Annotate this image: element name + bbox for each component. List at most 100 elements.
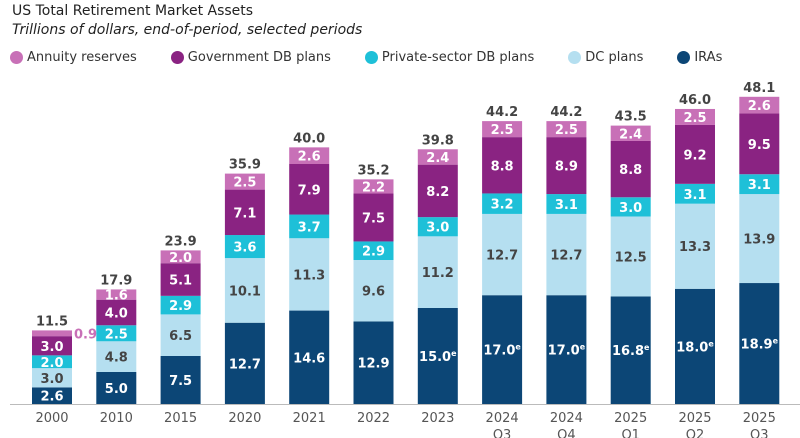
data-label: 15.0e (419, 349, 457, 365)
data-label: 3.2 (491, 198, 514, 213)
bar-segment-private-sector-db-plans (610, 197, 651, 217)
bar-segment-private-sector-db-plans (417, 217, 458, 237)
data-label: 18.9e (741, 337, 779, 353)
data-label: 2.4 (619, 127, 642, 142)
bar-segment-dc-plans (675, 203, 715, 289)
total-label: 44.2 (550, 105, 582, 120)
data-label: 2.0 (169, 251, 192, 266)
bar-segment-government-db-plans (739, 113, 780, 175)
legend-item: DC plans (568, 50, 643, 65)
data-label: 8.8 (491, 159, 514, 174)
estimate-marker: e (708, 339, 714, 348)
data-label: 12.7 (550, 249, 582, 264)
bar-segment-private-sector-db-plans (739, 174, 780, 195)
x-tick-label: Q1 (621, 428, 640, 438)
data-label: 2.6 (748, 99, 771, 114)
x-tick-label: 2022 (357, 411, 390, 426)
bar-segment-annuity-reserves (289, 147, 330, 164)
data-label: 7.9 (298, 183, 321, 198)
x-tick-label: 2025 (614, 411, 647, 426)
x-tick-label: 2010 (100, 411, 133, 426)
data-label: 3.0 (619, 201, 642, 216)
bar-segment-iras (160, 356, 201, 404)
legend-swatch (10, 51, 23, 64)
bar-segment-government-db-plans (482, 137, 523, 194)
legend-swatch (364, 51, 378, 64)
data-label: 2.6 (298, 150, 321, 165)
bar-segment-iras (417, 308, 458, 404)
total-label: 44.2 (486, 105, 518, 120)
data-label: 2.6 (40, 390, 63, 405)
legend-label: DC plans (585, 50, 644, 65)
data-label: 1.6 (105, 289, 128, 304)
total-label: 43.5 (615, 110, 647, 125)
x-tick-label: 2024 (486, 411, 519, 426)
x-tick-label: 2024 (550, 411, 583, 426)
x-tick-label: 2025 (678, 411, 711, 426)
bar-segment-private-sector-db-plans (353, 241, 394, 260)
total-label: 11.5 (36, 314, 68, 329)
bar-segment-government-db-plans (675, 124, 715, 184)
bar-segment-private-sector-db-plans (224, 235, 265, 259)
x-tick-label: 2021 (293, 411, 326, 426)
bar-segment-iras (546, 295, 587, 404)
data-label: 5.0 (105, 382, 128, 397)
estimate-marker: e (451, 349, 457, 358)
bar-segment-annuity-reserves (224, 173, 265, 190)
data-label: 3.1 (555, 198, 578, 213)
data-label: 9.6 (362, 285, 385, 300)
data-label: 7.5 (169, 374, 192, 389)
bar-segment-private-sector-db-plans (546, 194, 587, 214)
data-label: 3.7 (298, 220, 321, 235)
bar-segment-dc-plans (739, 194, 780, 284)
x-tick-label: Q3 (750, 428, 769, 438)
data-label: 17.0e (483, 343, 521, 359)
legend-swatch (170, 51, 184, 64)
estimate-marker: e (644, 343, 650, 352)
data-label: 13.9 (743, 233, 775, 248)
data-label: 9.2 (683, 148, 706, 163)
x-tick-label: Q3 (493, 428, 512, 438)
data-label: 17.0e (548, 343, 586, 359)
data-label: 5.1 (169, 274, 192, 289)
total-label: 39.8 (422, 133, 454, 148)
x-tick-label: 2025 (743, 411, 776, 426)
data-label: 12.5 (615, 250, 647, 265)
data-label: 4.0 (105, 306, 128, 321)
bar-segment-iras (289, 310, 330, 404)
bar-segment-government-db-plans (160, 263, 201, 296)
data-label: 2.5 (491, 123, 514, 138)
bar-segment-annuity-reserves (739, 96, 780, 114)
data-label: 4.8 (105, 351, 128, 366)
data-label: 8.8 (619, 163, 642, 178)
data-label: 18.0e (676, 339, 714, 355)
data-label: 7.1 (233, 206, 256, 221)
data-label: 3.0 (40, 372, 63, 387)
data-label: 11.3 (293, 268, 325, 283)
estimate-marker: e (580, 343, 586, 352)
bar-segment-annuity-reserves (32, 330, 72, 337)
data-label: 3.1 (748, 178, 771, 193)
bar-segment-government-db-plans (546, 137, 587, 195)
data-label: 6.5 (169, 329, 192, 344)
bar-segment-government-db-plans (417, 164, 458, 218)
x-tick-label: 2020 (228, 411, 261, 426)
legend-item: Annuity reserves (10, 50, 137, 65)
data-label: 7.5 (362, 211, 385, 226)
data-label: 2.0 (40, 356, 63, 371)
data-label: 12.7 (229, 357, 261, 372)
total-label: 35.2 (357, 163, 389, 178)
data-label: 2.9 (362, 245, 385, 260)
chart-title: US Total Retirement Market Assets (12, 3, 254, 19)
bar-segment-dc-plans (546, 213, 587, 296)
x-tick-label: 2023 (421, 411, 454, 426)
data-label: 12.9 (357, 357, 389, 372)
data-label: 3.6 (233, 241, 256, 256)
bar-segment-annuity-reserves (417, 149, 458, 165)
bar-segment-private-sector-db-plans (675, 183, 715, 204)
bar-segment-dc-plans (417, 236, 458, 308)
total-label: 40.0 (293, 131, 325, 146)
data-label: 13.3 (679, 240, 711, 255)
bar-segment-iras (353, 321, 394, 404)
